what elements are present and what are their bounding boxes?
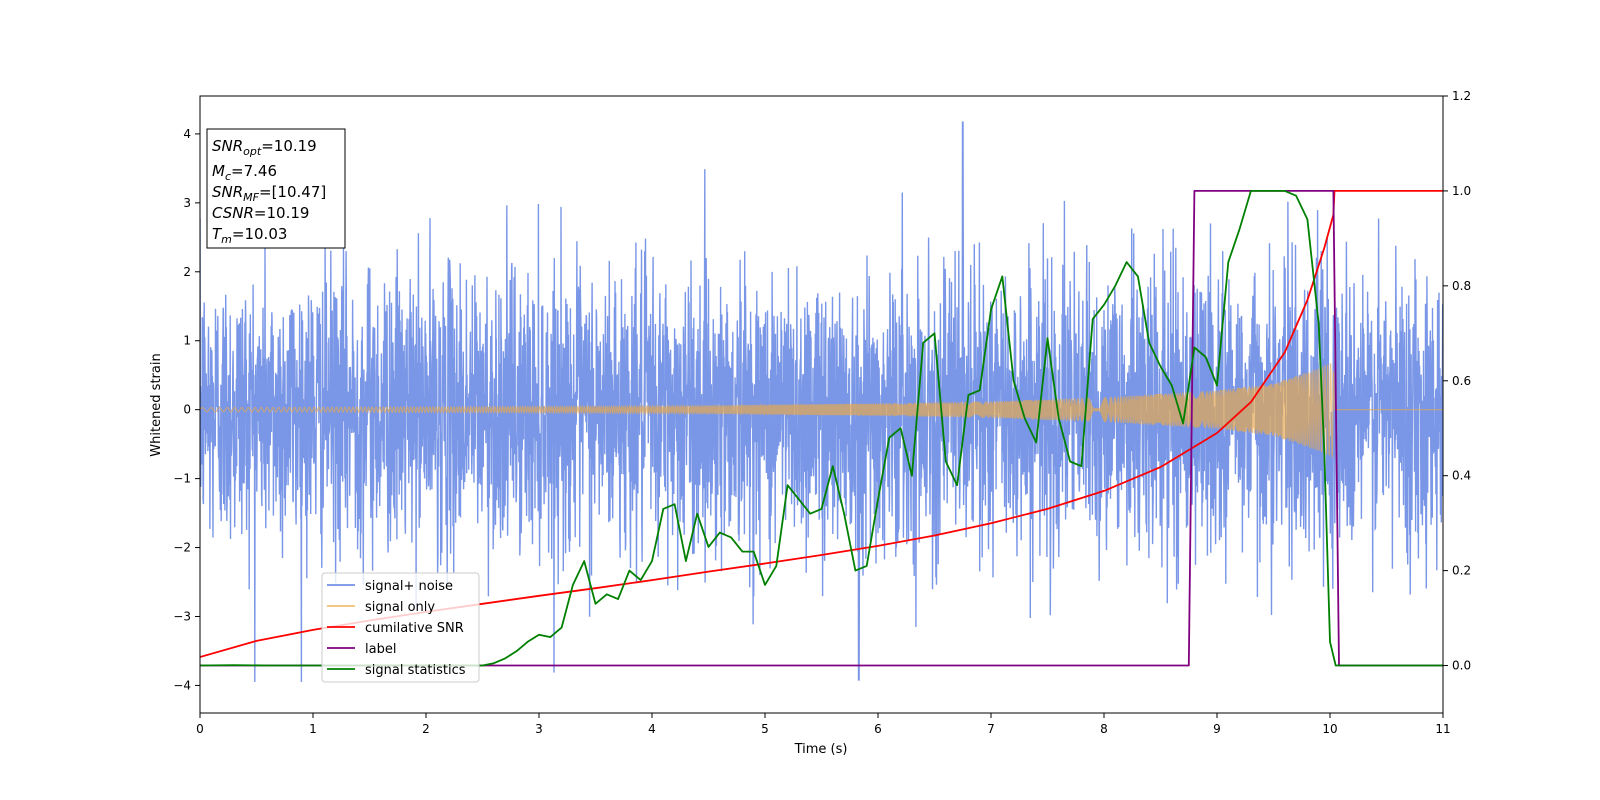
legend-frame bbox=[321, 572, 480, 683]
x-tick-label: 5 bbox=[761, 722, 769, 736]
axis-ticks: 0 1 2 3 4 5 6 7 8 9 10 1143210−1−2−3−41.21.00.80.60… bbox=[173, 89, 1471, 736]
y-left-tick-label: −3 bbox=[173, 609, 191, 623]
x-tick-label: 7 bbox=[987, 722, 995, 736]
y-right-tick-label: 0.0 bbox=[1452, 659, 1471, 673]
y-left-tick-label: 2 bbox=[183, 265, 191, 279]
x-tick-label: 9 bbox=[1213, 722, 1221, 736]
y-left-tick-label: 3 bbox=[183, 196, 191, 210]
legend-label: cumilative SNR bbox=[365, 621, 464, 636]
info-line: Mc=7.46 bbox=[212, 162, 277, 183]
y-right-tick-label: 1.0 bbox=[1452, 184, 1471, 198]
y-right-tick-label: 0.2 bbox=[1452, 564, 1471, 578]
y-right-tick-label: 0.6 bbox=[1452, 374, 1471, 388]
x-tick-label: 10 bbox=[1322, 722, 1337, 736]
x-tick-label: 2 bbox=[422, 722, 430, 736]
x-tick-label: 0 bbox=[196, 722, 204, 736]
info-box-frame bbox=[206, 128, 346, 249]
legend-label: label bbox=[365, 642, 396, 657]
legend: signal+ noise signal only cumilative SNR la… bbox=[321, 572, 480, 683]
info-line: CSNR=10.19 bbox=[212, 204, 309, 222]
y-right-tick-label: 0.8 bbox=[1452, 279, 1471, 293]
x-tick-label: 1 bbox=[309, 722, 317, 736]
info-line: SNRopt=10.19 bbox=[212, 137, 317, 158]
legend-label: signal+ noise bbox=[365, 579, 453, 594]
axes-frame bbox=[199, 95, 1444, 714]
y-axis-label: Whitened strain bbox=[149, 353, 164, 456]
y-right-tick-label: 0.4 bbox=[1452, 469, 1471, 483]
y-left-tick-label: 1 bbox=[183, 334, 191, 348]
signal-only-line bbox=[200, 362, 1443, 458]
info-line: SNRMF=[10.47] bbox=[212, 183, 326, 204]
x-tick-label: 3 bbox=[535, 722, 543, 736]
y-left-tick-label: −1 bbox=[173, 472, 191, 486]
info-line: Tm=10.03 bbox=[212, 225, 287, 246]
y-left-tick-label: 4 bbox=[183, 127, 191, 141]
legend-label: signal only bbox=[365, 600, 435, 615]
y-left-tick-label: 0 bbox=[183, 403, 191, 417]
x-tick-label: 8 bbox=[1100, 722, 1108, 736]
x-axis-label: Time (s) bbox=[794, 742, 848, 757]
y-left-tick-label: −2 bbox=[173, 541, 191, 555]
y-left-tick-label: −4 bbox=[173, 678, 191, 692]
y-right-tick-label: 1.2 bbox=[1452, 89, 1471, 103]
x-tick-label: 4 bbox=[648, 722, 656, 736]
signal-statistics-line bbox=[200, 190, 1443, 667]
legend-label: signal statistics bbox=[365, 663, 466, 678]
info-box: SNRopt=10.19 Mc=7.46SNRMF=[10.47]CSNR=10.… bbox=[206, 128, 346, 249]
x-tick-label: 6 bbox=[874, 722, 882, 736]
x-tick-label: 11 bbox=[1435, 722, 1450, 736]
